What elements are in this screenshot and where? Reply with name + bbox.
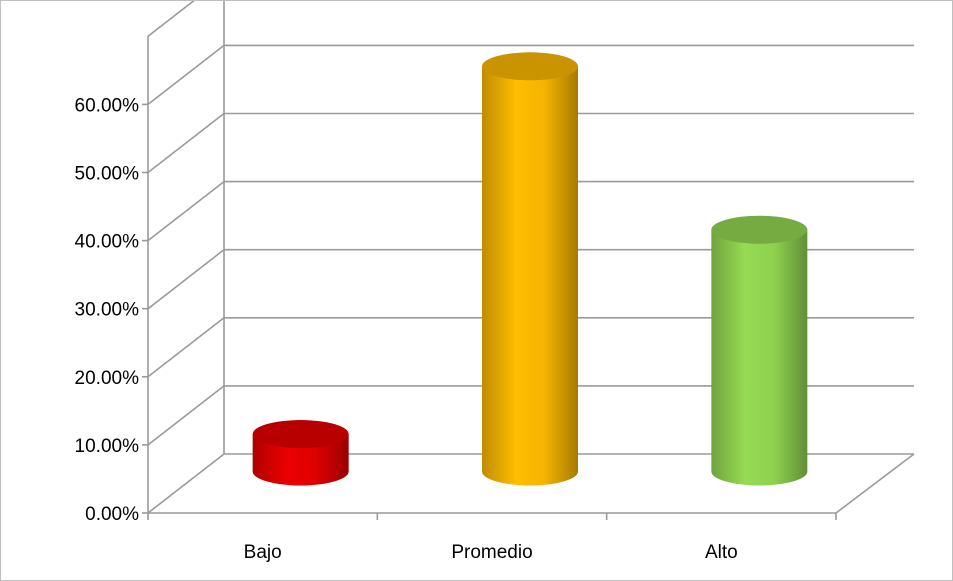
y-tick-label: 30.00% <box>75 300 140 321</box>
gridline-side <box>147 44 225 106</box>
gridline-side <box>147 317 225 378</box>
gridline-side <box>147 385 225 446</box>
gridline-side <box>147 453 225 514</box>
bar-top <box>482 52 578 81</box>
bars <box>252 52 808 486</box>
gridline-side <box>147 112 225 174</box>
y-tick-label: 20.00% <box>75 368 140 389</box>
gridline-side <box>147 1 195 37</box>
gridline-side <box>147 249 225 310</box>
y-tick-label: 0.00% <box>85 504 139 525</box>
bar-top <box>711 215 808 244</box>
bar-body <box>482 66 578 486</box>
gridline-side <box>147 180 225 242</box>
bar-promedio <box>482 52 578 486</box>
x-tick-label: Bajo <box>244 542 282 563</box>
x-tick-label: Alto <box>705 542 738 563</box>
y-axis-ticks: 0.00% 10.00% 20.00% 30.00% 40.00% 50.00% 60.00… <box>75 95 148 525</box>
x-tick-label: Promedio <box>451 542 532 563</box>
bar-bajo <box>252 420 349 486</box>
bar-top <box>252 420 349 449</box>
y-tick-label: 40.00% <box>75 232 140 253</box>
y-tick-label: 50.00% <box>75 164 140 185</box>
y-tick-label: 10.00% <box>75 436 140 457</box>
y-tick-label: 60.00% <box>75 95 140 116</box>
bar-alto <box>711 215 808 486</box>
bar-body <box>711 229 808 486</box>
floor-right-edge <box>835 453 915 514</box>
bar-body <box>252 434 349 486</box>
x-axis-ticks: Bajo Promedio Alto <box>147 513 837 563</box>
